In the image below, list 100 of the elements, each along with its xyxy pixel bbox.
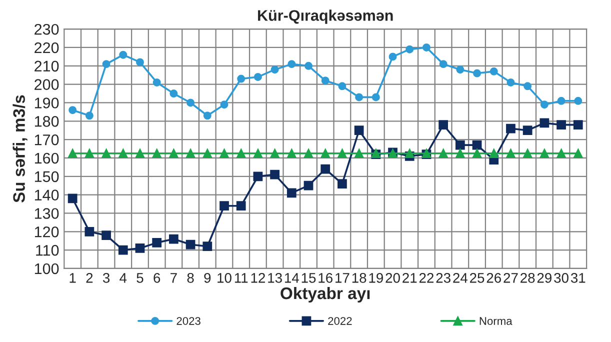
x-tick-label: 17 bbox=[336, 273, 350, 283]
y-tick-label: 220 bbox=[34, 42, 59, 54]
point bbox=[422, 43, 430, 52]
point bbox=[202, 242, 212, 252]
point bbox=[236, 201, 246, 211]
x-tick-label: 30 bbox=[554, 273, 568, 283]
point bbox=[354, 126, 364, 136]
point bbox=[186, 240, 196, 250]
point bbox=[406, 45, 414, 54]
x-tick-label: 1 bbox=[70, 273, 76, 283]
point bbox=[573, 120, 583, 130]
point bbox=[270, 170, 280, 180]
point bbox=[119, 50, 128, 59]
point bbox=[338, 82, 346, 90]
point bbox=[472, 140, 482, 150]
point bbox=[220, 201, 229, 211]
point bbox=[136, 58, 144, 66]
point bbox=[490, 67, 498, 76]
point bbox=[506, 148, 516, 158]
y-axis-title: Su sərfi, m3/s bbox=[12, 95, 28, 202]
point bbox=[135, 148, 145, 158]
y-tick-label: 160 bbox=[34, 152, 59, 164]
x-tick-label: 31 bbox=[570, 273, 586, 283]
point bbox=[489, 148, 499, 158]
point bbox=[320, 164, 330, 174]
y-tick-label: 200 bbox=[34, 79, 59, 90]
point bbox=[202, 148, 212, 158]
point bbox=[354, 148, 364, 158]
x-tick-label: 11 bbox=[234, 273, 248, 283]
point bbox=[286, 148, 296, 158]
x-tick-label: 24 bbox=[453, 273, 468, 283]
point bbox=[304, 148, 314, 158]
point bbox=[152, 238, 162, 248]
point bbox=[236, 148, 246, 158]
point bbox=[455, 140, 465, 150]
point bbox=[152, 148, 162, 158]
point bbox=[522, 126, 532, 136]
point bbox=[574, 96, 582, 105]
x-tick-label: 21 bbox=[402, 273, 417, 283]
legend-label: Norma bbox=[480, 317, 512, 325]
point bbox=[540, 118, 550, 128]
x-tick-label: 15 bbox=[302, 273, 316, 283]
point bbox=[506, 124, 516, 134]
point bbox=[102, 60, 110, 68]
x-tick-label: 8 bbox=[187, 273, 194, 283]
point bbox=[355, 93, 364, 102]
x-tick-label: 26 bbox=[486, 273, 501, 283]
x-tick-label: 9 bbox=[204, 273, 211, 283]
x-tick-label: 19 bbox=[369, 273, 383, 283]
point bbox=[203, 112, 212, 120]
point bbox=[84, 226, 94, 236]
x-tick-label: 22 bbox=[419, 273, 434, 283]
point bbox=[439, 60, 448, 68]
point bbox=[455, 148, 465, 158]
x-tick-label: 7 bbox=[170, 273, 177, 283]
point bbox=[118, 148, 128, 158]
point bbox=[102, 230, 111, 240]
point bbox=[573, 148, 583, 158]
point bbox=[169, 234, 178, 244]
x-tick-label: 16 bbox=[318, 273, 332, 283]
x-tick-label: 20 bbox=[386, 273, 400, 283]
y-tick-label: 150 bbox=[34, 171, 59, 182]
point bbox=[68, 106, 77, 114]
x-tick-label: 6 bbox=[154, 273, 160, 283]
point bbox=[152, 78, 161, 86]
x-tick-label: 29 bbox=[537, 273, 552, 283]
point bbox=[540, 148, 550, 158]
point bbox=[506, 78, 515, 86]
point bbox=[220, 148, 229, 158]
point bbox=[220, 100, 228, 109]
x-tick-label: 2 bbox=[86, 273, 93, 283]
point bbox=[473, 69, 482, 78]
x-tick-label: 14 bbox=[284, 273, 299, 283]
point bbox=[102, 148, 111, 158]
y-tick-label: 180 bbox=[34, 116, 59, 127]
point bbox=[304, 62, 312, 70]
point bbox=[524, 82, 532, 90]
y-tick-label: 170 bbox=[34, 134, 59, 146]
point bbox=[472, 148, 482, 158]
point bbox=[320, 148, 330, 158]
legend-label: 2023 bbox=[176, 317, 200, 325]
x-axis-title: Oktyabr ayı bbox=[280, 286, 370, 303]
x-tick-label: 12 bbox=[251, 273, 265, 283]
x-tick-label: 18 bbox=[352, 273, 366, 283]
chart-title: Kür-Qıraqkəsəmən bbox=[258, 10, 393, 24]
point bbox=[404, 148, 414, 158]
point bbox=[338, 148, 347, 158]
point bbox=[557, 96, 566, 105]
x-tick-label: 13 bbox=[268, 273, 282, 283]
point bbox=[68, 148, 78, 158]
point bbox=[84, 148, 94, 158]
x-tick-label: 4 bbox=[120, 273, 127, 283]
y-tick-label: 120 bbox=[34, 226, 59, 238]
point bbox=[556, 148, 566, 158]
x-tick-label: 27 bbox=[504, 273, 518, 283]
point bbox=[237, 74, 246, 83]
y-tick-label: 230 bbox=[34, 24, 59, 35]
point bbox=[456, 66, 464, 74]
point bbox=[304, 180, 314, 190]
point bbox=[85, 112, 94, 120]
